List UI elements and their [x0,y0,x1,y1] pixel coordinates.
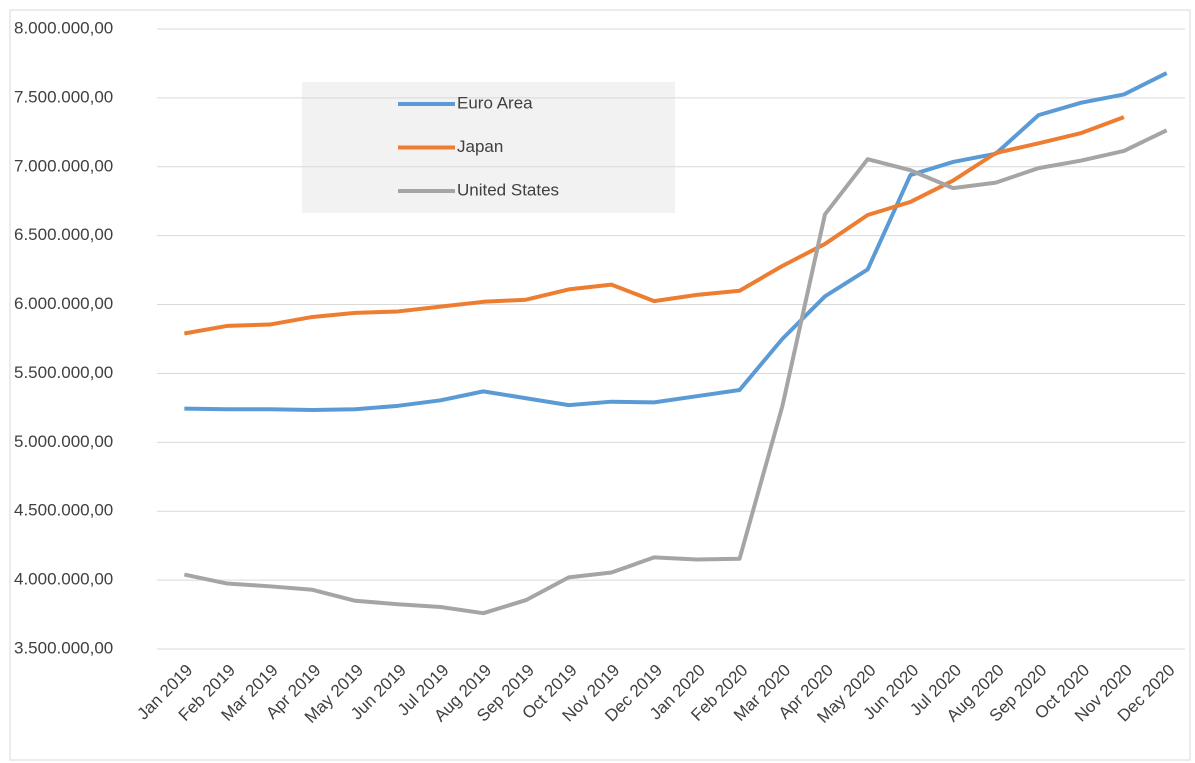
y-tick-label: 8.000.000,00 [14,18,113,37]
legend-box [302,82,675,213]
y-tick-label: 7.500.000,00 [14,87,113,106]
y-tick-label: 3.500.000,00 [14,638,113,657]
y-tick-label: 6.500.000,00 [14,225,113,244]
series-line [184,115,1125,336]
legend-label: Japan [457,137,503,156]
y-tick-label: 5.500.000,00 [14,363,113,382]
y-tick-label: 6.000.000,00 [14,294,113,313]
legend-label: United States [457,180,559,199]
y-tick-label: 4.000.000,00 [14,570,113,589]
series-line [184,71,1168,412]
y-tick-label: 4.500.000,00 [14,501,113,520]
legend-label: Euro Area [457,93,533,112]
series-line [183,128,1168,616]
y-tick-label: 7.000.000,00 [14,156,113,175]
y-tick-label: 5.000.000,00 [14,432,113,451]
chart-frame [9,9,1191,761]
